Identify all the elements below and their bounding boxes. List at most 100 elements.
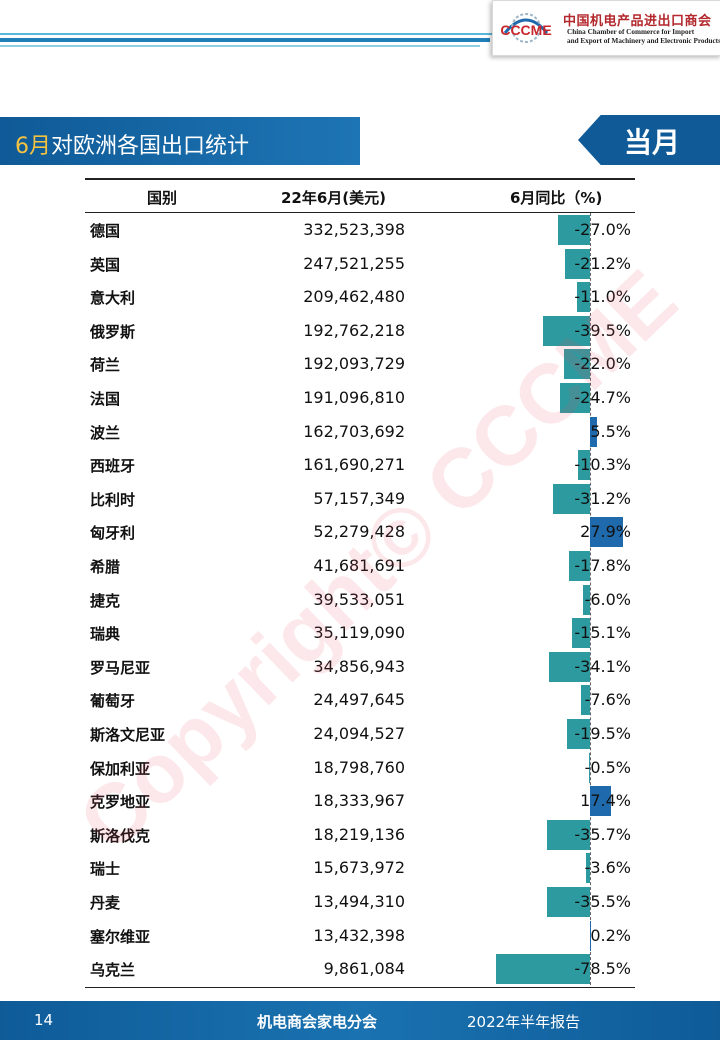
header-stripe	[0, 38, 490, 42]
table-row: 瑞典 35,119,090 -15.1%	[85, 616, 635, 650]
yoy-cell: -22.0%	[574, 354, 631, 374]
yoy-bar	[566, 719, 590, 749]
yoy-cell: -15.1%	[574, 623, 631, 643]
export-value-cell: 39,533,051	[313, 589, 405, 609]
cccme-logo-icon: CCCME	[500, 13, 552, 43]
yoy-cell: 0.2%	[590, 925, 631, 945]
yoy-bar	[542, 315, 590, 346]
country-cell: 葡萄牙	[90, 692, 136, 711]
header-stripe	[0, 33, 500, 35]
yoy-bar	[547, 887, 590, 917]
export-value-cell: 9,861,084	[323, 959, 405, 979]
table-row: 保加利亚 18,798,760 -0.5%	[85, 751, 635, 785]
table-row: 斯洛伐克 18,219,136 -35.7%	[85, 818, 635, 852]
yoy-bar	[577, 450, 590, 481]
country-cell: 乌克兰	[90, 961, 136, 980]
export-value-cell: 15,673,972	[313, 858, 405, 878]
yoy-bar	[576, 282, 590, 313]
table-row: 捷克 39,533,051 -6.0%	[85, 583, 635, 617]
section-title-bar: 6月对欧洲各国出口统计	[0, 117, 360, 165]
country-cell: 斯洛伐克	[90, 826, 151, 845]
yoy-bar	[590, 416, 597, 447]
yoy-bar	[590, 517, 624, 548]
export-value-cell: 57,157,349	[313, 488, 405, 508]
country-cell: 罗马尼亚	[90, 658, 151, 677]
table-row: 丹麦 13,494,310 -35.5%	[85, 885, 635, 919]
yoy-bar	[580, 685, 590, 716]
yoy-bar	[589, 752, 590, 783]
yoy-bar	[557, 215, 590, 245]
footer-org: 机电商会家电分会	[257, 1013, 378, 1031]
table-row: 波兰 162,703,692 5.5%	[85, 415, 635, 449]
table-row: 克罗地亚 18,333,967 17.4%	[85, 784, 635, 818]
table-row: 荷兰 192,093,729 -22.0%	[85, 347, 635, 381]
country-cell: 瑞典	[90, 625, 121, 644]
table-row: 意大利 209,462,480 -11.0%	[85, 280, 635, 314]
section-title-rest: 对欧洲各国出口统计	[51, 134, 250, 159]
yoy-cell: -35.7%	[574, 824, 631, 844]
column-header-country: 国别	[147, 189, 178, 207]
country-cell: 匈牙利	[90, 524, 136, 543]
yoy-cell: -3.6%	[584, 858, 631, 878]
table-row: 法国 191,096,810 -24.7%	[85, 381, 635, 415]
org-logo: CCCME 中国机电产品进出口商会 China Chamber of Comme…	[492, 0, 720, 56]
page-number: 14	[34, 1011, 54, 1029]
country-cell: 法国	[90, 390, 121, 408]
export-value-cell: 161,690,271	[303, 455, 405, 475]
table-header-rule	[85, 212, 635, 213]
section-title-month: 6月	[15, 134, 51, 159]
yoy-cell: -78.5%	[574, 959, 631, 979]
table-row: 瑞士 15,673,972 -3.6%	[85, 851, 635, 885]
export-value-cell: 35,119,090	[313, 623, 405, 643]
yoy-bar	[563, 349, 590, 380]
yoy-bar	[571, 618, 590, 649]
table-row: 葡萄牙 24,497,645 -7.6%	[85, 683, 635, 717]
org-name-en-line1: China Chamber of Commerce for Import	[567, 28, 695, 36]
column-header-yoy: 6月同比（%)	[510, 189, 603, 207]
yoy-cell: 5.5%	[590, 421, 631, 441]
export-value-cell: 191,096,810	[303, 388, 405, 407]
yoy-zero-axis	[590, 213, 591, 985]
country-cell: 意大利	[90, 289, 136, 308]
yoy-cell: -21.2%	[574, 253, 631, 273]
export-value-cell: 41,681,691	[313, 556, 405, 575]
yoy-bar	[552, 483, 590, 514]
table-row: 比利时 57,157,349 -31.2%	[85, 482, 635, 516]
country-cell: 塞尔维亚	[90, 927, 151, 946]
table-row: 西班牙 161,690,271 -10.3%	[85, 448, 635, 482]
export-value-cell: 24,094,527	[313, 724, 405, 743]
export-value-cell: 13,432,398	[313, 925, 405, 945]
yoy-bar	[590, 786, 611, 817]
country-cell: 俄罗斯	[90, 322, 136, 341]
export-value-cell: 192,762,218	[303, 320, 405, 340]
export-value-cell: 192,093,729	[303, 354, 405, 374]
table-row: 俄罗斯 192,762,218 -39.5%	[85, 314, 635, 348]
country-cell: 波兰	[90, 423, 121, 442]
yoy-cell: -11.0%	[574, 287, 631, 307]
export-value-cell: 24,497,645	[313, 690, 405, 710]
yoy-cell: -7.6%	[584, 690, 631, 710]
country-cell: 丹麦	[90, 894, 121, 912]
yoy-cell: -17.8%	[574, 556, 631, 575]
page-footer: 14 机电商会家电分会 2022年半年报告	[0, 1001, 720, 1040]
yoy-bar	[547, 819, 590, 850]
table-row: 希腊 41,681,691 -17.8%	[85, 549, 635, 583]
yoy-bar	[568, 551, 590, 581]
yoy-cell: -24.7%	[574, 388, 631, 407]
country-cell: 斯洛文尼亚	[90, 726, 166, 744]
org-name-en-line2: and Export of Machinery and Electronic P…	[567, 37, 720, 45]
table-row: 匈牙利 52,279,428 27.9%	[85, 515, 635, 549]
export-value-cell: 18,333,967	[313, 791, 405, 811]
period-tag	[578, 115, 720, 165]
yoy-bar	[582, 584, 590, 615]
yoy-cell: -0.5%	[584, 757, 631, 777]
yoy-bar	[564, 248, 590, 279]
yoy-cell: -34.1%	[574, 656, 631, 676]
org-name-en: China Chamber of Commerce for Import and…	[567, 28, 720, 46]
org-name-cn: 中国机电产品进出口商会	[563, 14, 712, 29]
yoy-cell: -6.0%	[584, 589, 631, 609]
export-value-cell: 209,462,480	[303, 287, 405, 307]
yoy-cell: 17.4%	[580, 791, 631, 811]
table-row: 英国 247,521,255 -21.2%	[85, 247, 635, 281]
yoy-bar	[495, 954, 590, 985]
